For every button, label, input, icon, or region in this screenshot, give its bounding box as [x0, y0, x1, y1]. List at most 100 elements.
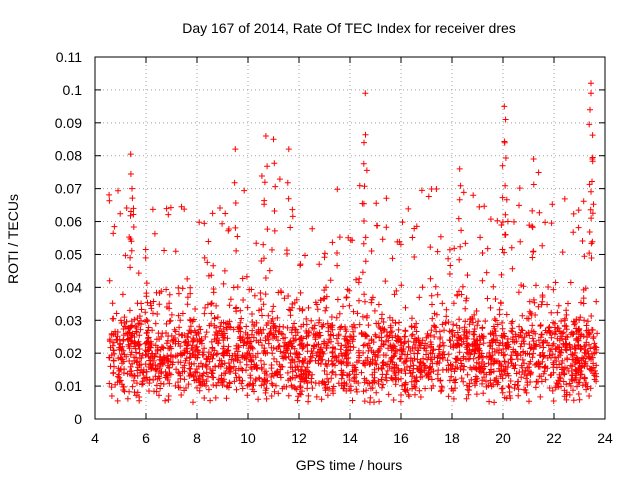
data-point	[361, 291, 368, 298]
data-point	[503, 341, 510, 348]
data-point	[205, 386, 212, 393]
data-point	[218, 319, 225, 326]
data-point	[540, 344, 547, 351]
data-point	[258, 382, 265, 389]
data-point	[128, 332, 135, 339]
data-point	[243, 273, 250, 280]
data-point	[234, 284, 241, 290]
data-point	[523, 389, 530, 396]
data-point	[463, 295, 470, 302]
data-point	[163, 205, 170, 212]
data-point	[432, 324, 439, 331]
data-point	[360, 342, 367, 349]
data-point	[240, 334, 246, 341]
data-point	[583, 327, 590, 334]
data-point	[393, 287, 400, 294]
data-point	[405, 205, 412, 212]
data-point	[559, 357, 566, 364]
data-point	[502, 372, 509, 379]
data-point	[544, 301, 551, 308]
data-point	[277, 288, 284, 295]
data-point	[577, 314, 584, 321]
data-point	[258, 364, 265, 371]
data-point	[201, 220, 208, 227]
data-point	[163, 286, 170, 293]
data-point	[570, 356, 577, 363]
data-point	[375, 365, 382, 372]
data-point	[186, 350, 193, 357]
data-point	[580, 198, 587, 205]
data-point	[340, 303, 346, 310]
data-point	[203, 369, 210, 376]
data-point	[319, 323, 326, 330]
data-point	[476, 341, 483, 348]
data-point	[518, 282, 525, 289]
data-point	[455, 341, 462, 348]
data-point	[121, 388, 128, 395]
data-point	[297, 391, 304, 398]
data-point	[166, 291, 173, 298]
data-point	[316, 329, 323, 336]
data-point	[570, 387, 576, 394]
data-point	[538, 378, 545, 385]
data-point	[281, 354, 288, 361]
data-point	[427, 244, 434, 251]
data-point	[422, 385, 429, 392]
data-point	[241, 187, 248, 194]
data-point	[360, 240, 367, 247]
data-point	[405, 391, 412, 398]
data-point	[201, 254, 208, 261]
data-point	[501, 249, 508, 256]
data-point	[197, 382, 204, 389]
data-point	[535, 303, 542, 310]
data-point	[261, 179, 268, 186]
data-point	[412, 344, 419, 351]
data-point	[392, 381, 399, 388]
data-point	[359, 200, 366, 207]
data-point	[456, 325, 463, 331]
data-point	[585, 350, 592, 357]
data-point	[563, 307, 570, 314]
data-point	[324, 371, 330, 378]
data-point	[391, 361, 398, 368]
data-point	[376, 398, 383, 405]
x-tick-label: 24	[597, 430, 613, 446]
data-point	[321, 379, 327, 386]
data-point	[127, 371, 134, 378]
data-point	[211, 347, 218, 354]
data-point	[392, 319, 399, 326]
data-point	[402, 358, 409, 365]
data-point	[425, 369, 432, 376]
data-point	[321, 287, 328, 294]
data-point	[380, 352, 387, 358]
data-point	[324, 320, 331, 327]
data-point	[110, 347, 117, 354]
data-point	[342, 333, 349, 340]
data-point	[258, 306, 265, 313]
data-point	[299, 376, 306, 383]
data-point	[271, 388, 278, 395]
data-point	[400, 360, 407, 366]
data-point	[219, 350, 226, 357]
data-point	[142, 309, 149, 316]
data-point	[186, 370, 193, 376]
y-tick-label: 0.02	[55, 345, 82, 361]
data-point	[313, 341, 320, 348]
data-point	[287, 224, 294, 231]
data-point	[139, 352, 146, 359]
data-point	[156, 365, 163, 372]
data-point	[268, 380, 275, 387]
data-point	[232, 224, 239, 231]
data-point	[454, 292, 461, 299]
y-tick-label: 0.04	[55, 279, 82, 295]
data-point	[530, 181, 537, 188]
data-point	[484, 245, 491, 252]
data-point	[196, 387, 203, 394]
data-point	[212, 363, 219, 370]
data-point	[131, 316, 138, 323]
data-point	[517, 329, 524, 336]
data-point	[220, 337, 227, 344]
data-point	[119, 343, 126, 350]
data-point	[427, 356, 434, 363]
data-point	[279, 363, 286, 370]
